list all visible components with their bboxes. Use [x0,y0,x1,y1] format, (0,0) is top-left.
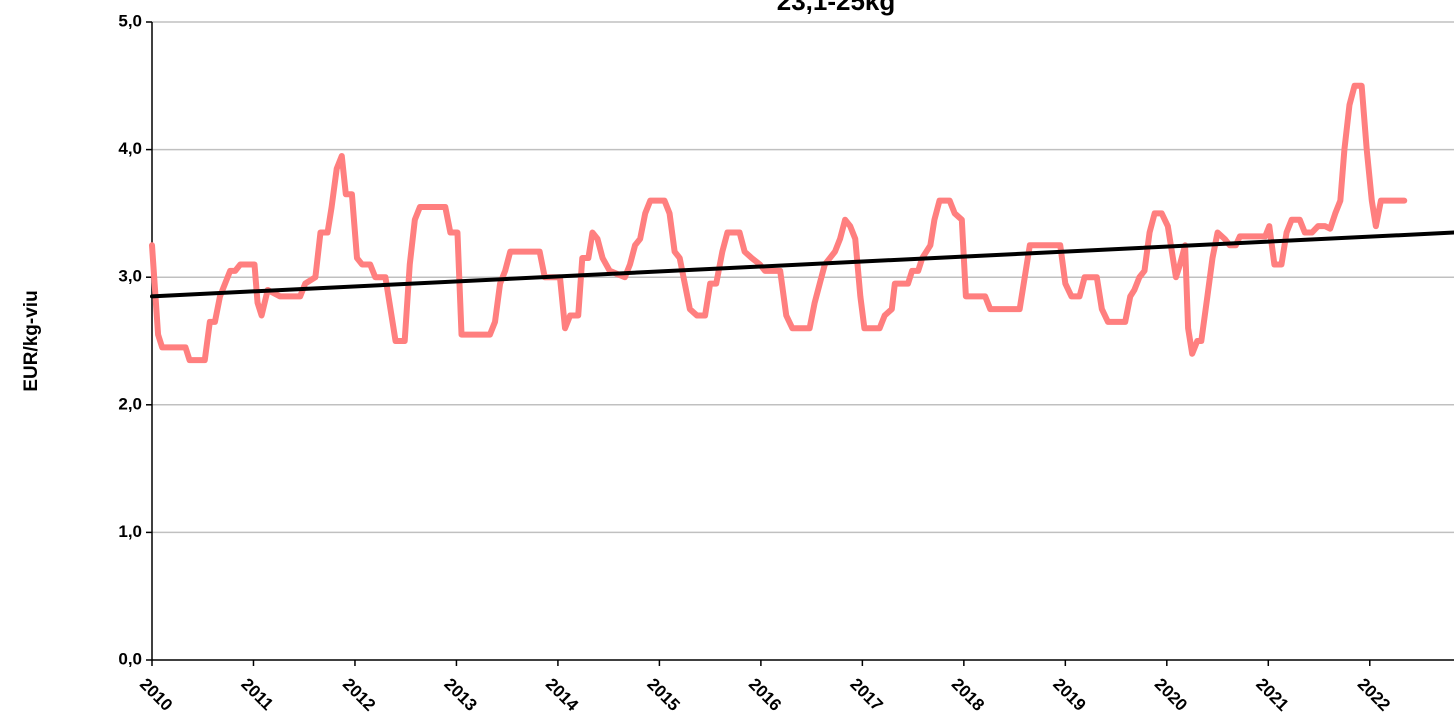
x-tick-label: 2021 [1252,675,1292,715]
y-tick-label: 0,0 [118,649,142,668]
y-axis-label: EUR/kg-viu [21,290,42,391]
x-tick-label: 2017 [846,675,886,715]
x-tick-label: 2014 [542,675,583,716]
x-tick-label: 2019 [1049,675,1089,715]
x-tick-label: 2018 [948,675,988,715]
x-tick-label: 2022 [1354,675,1394,715]
x-tick-label: 2020 [1151,675,1191,715]
x-tick-label: 2016 [745,675,785,715]
x-tick-label: 2011 [237,675,277,715]
x-tick-label: 2015 [643,675,683,715]
y-tick-label: 1,0 [118,522,142,541]
y-tick-label: 5,0 [118,11,142,30]
x-tick-label: 2012 [339,675,379,715]
x-tick-label: 2013 [440,675,480,715]
chart-title: 23,1-25kg [777,0,896,16]
y-tick-label: 2,0 [118,394,142,413]
y-tick-label: 3,0 [118,267,142,286]
x-tick-label: 2010 [136,675,176,715]
y-tick-label: 4,0 [118,139,142,158]
data-line [149,82,1408,364]
trend-line [150,230,1454,299]
